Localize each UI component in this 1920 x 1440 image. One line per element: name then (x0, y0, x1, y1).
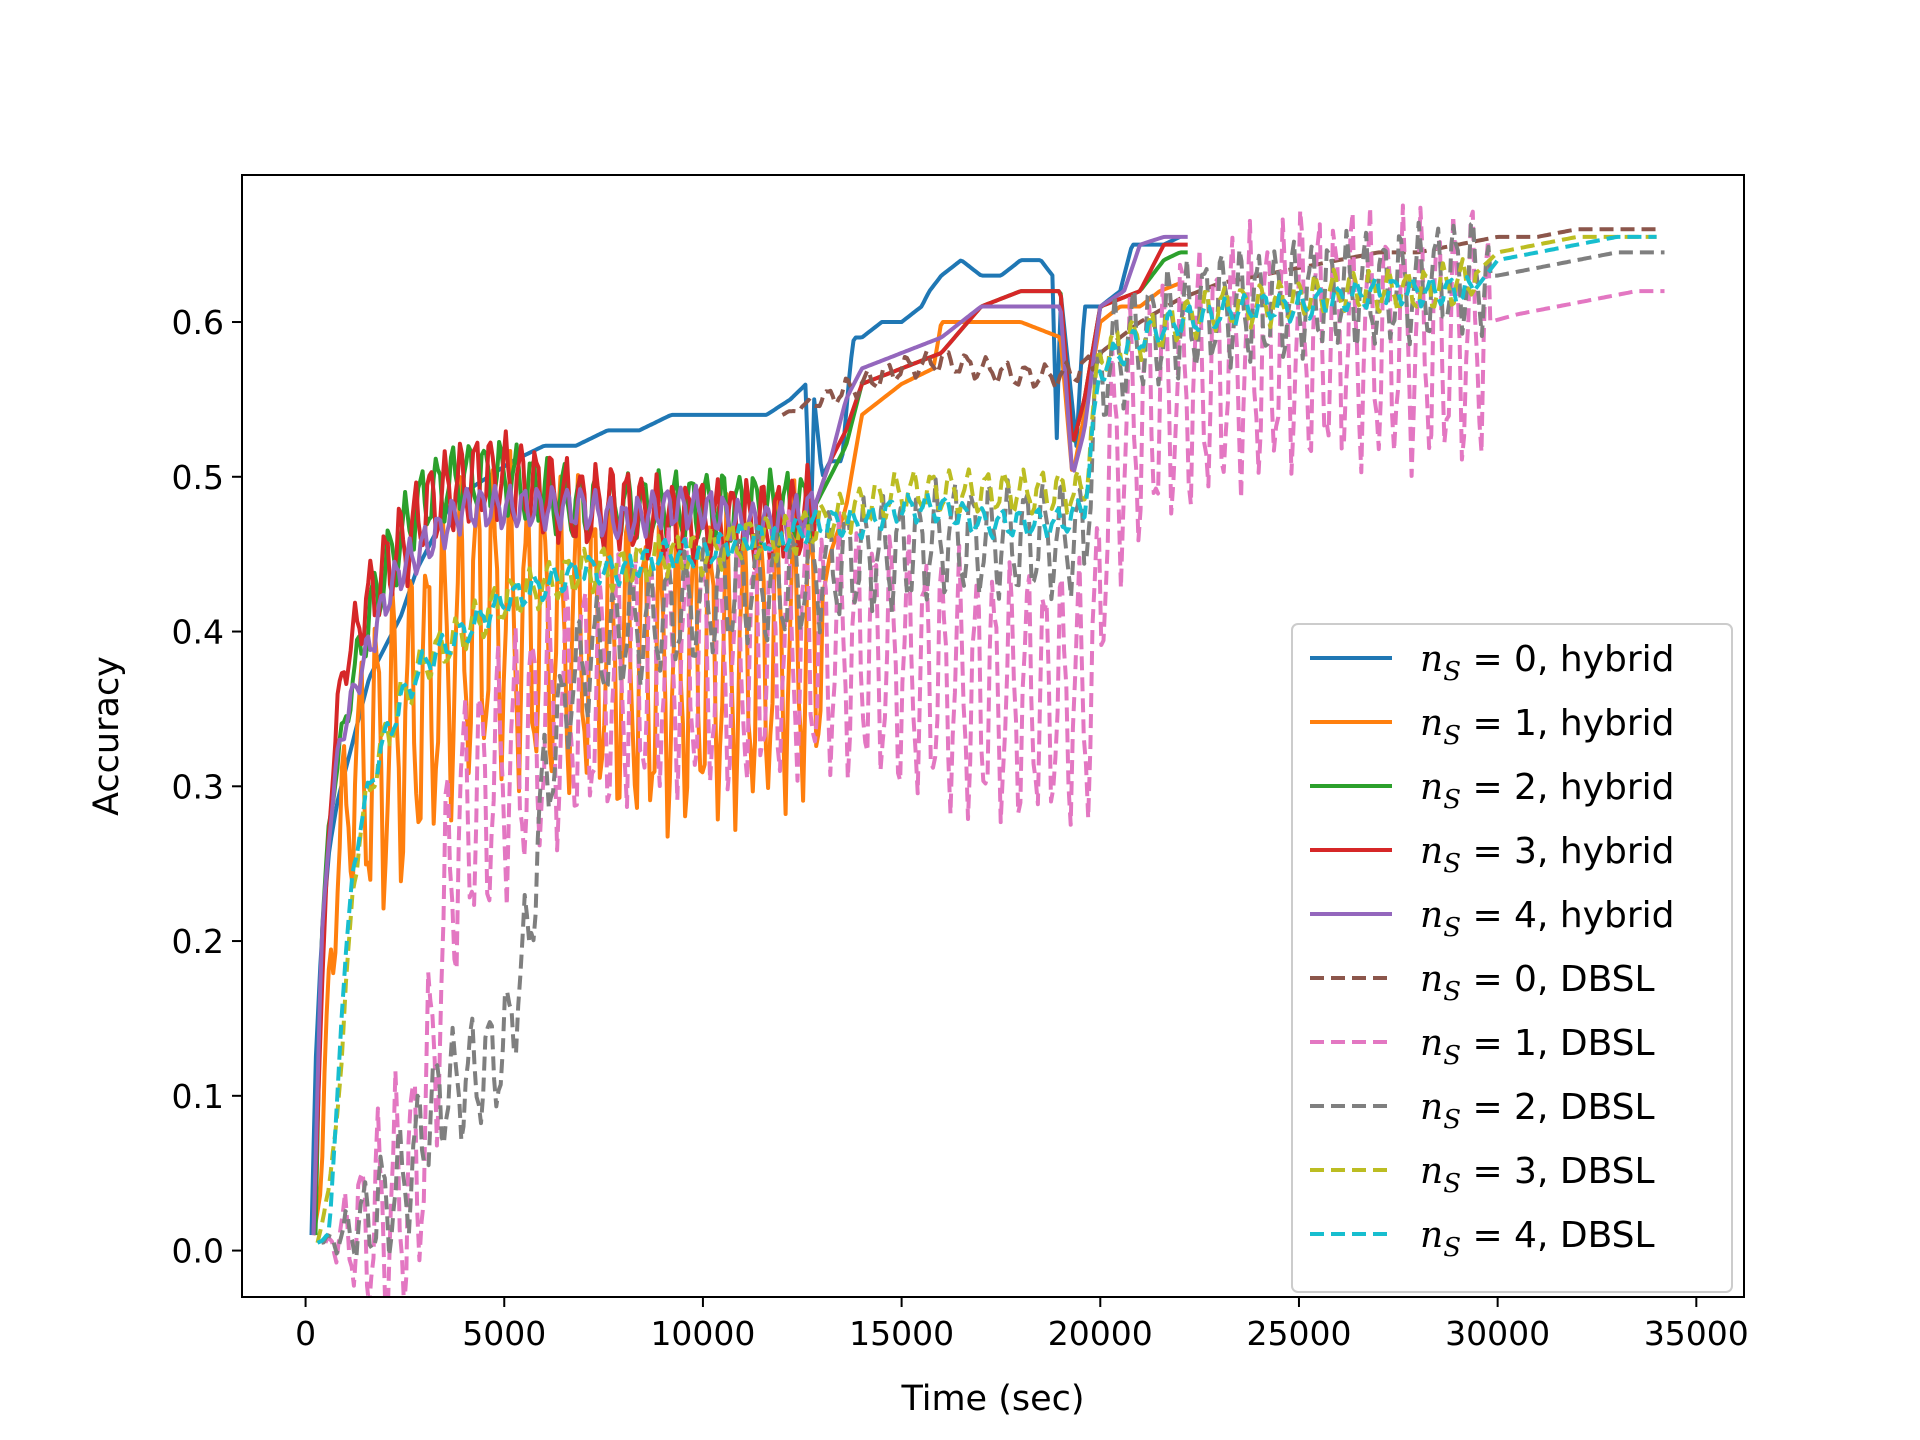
x-axis-label: Time (sec) (900, 1379, 1084, 1419)
x-tick-label: 15000 (849, 1314, 954, 1353)
y-tick-label: 0.3 (172, 767, 224, 806)
x-tick-label: 0 (295, 1314, 316, 1353)
series-layer (309, 203, 1666, 1297)
legend-entry-label: nS = 1, DBSL (1420, 1023, 1655, 1071)
y-tick-label: 0.4 (172, 613, 224, 652)
legend-frame (1291, 623, 1733, 1293)
plot-frame (241, 174, 1745, 1298)
x-tick-label: 30000 (1445, 1314, 1550, 1353)
y-tick-label: 0.0 (172, 1232, 224, 1271)
legend-entry-label: nS = 3, DBSL (1420, 1151, 1655, 1199)
legend-entry-label: nS = 1, hybrid (1420, 703, 1674, 751)
series-line (316, 234, 1657, 1245)
legend-entry-label: nS = 4, hybrid (1420, 895, 1674, 943)
legend-entry-label: nS = 2, DBSL (1420, 1087, 1655, 1135)
x-tick-label: 35000 (1644, 1314, 1749, 1353)
legend-entry-label: nS = 4, DBSL (1420, 1215, 1655, 1263)
series-line (311, 281, 1181, 1236)
x-tick-label: 10000 (650, 1314, 755, 1353)
y-axis: 0.0 0.1 0.2 0.3 0.4 0.5 0.6 (172, 303, 242, 1271)
series-line (323, 203, 1665, 1297)
legend-entry-label: nS = 2, hybrid (1420, 767, 1674, 815)
x-tick-label: 5000 (462, 1314, 546, 1353)
legend: nS = 0, hybrid nS = 1, hybrid nS = 2, hybr… (1291, 623, 1733, 1293)
y-tick-label: 0.2 (172, 922, 224, 961)
y-tick-label: 0.1 (172, 1077, 224, 1116)
legend-entry-label: nS = 3, hybrid (1420, 831, 1674, 879)
series-line (321, 220, 1666, 1260)
x-tick-label: 25000 (1246, 1314, 1351, 1353)
legend-entry-label: nS = 0, DBSL (1420, 959, 1655, 1007)
series-line (311, 234, 1188, 1236)
x-tick-label: 20000 (1048, 1314, 1153, 1353)
y-tick-label: 0.6 (172, 303, 224, 342)
y-tick-label: 0.5 (172, 458, 224, 497)
legend-entry-label: nS = 0, hybrid (1420, 639, 1674, 687)
y-axis-label: Accuracy (87, 656, 127, 816)
x-axis: 0 5000 10000 15000 20000 25000 30000 35000 (295, 1297, 1749, 1353)
